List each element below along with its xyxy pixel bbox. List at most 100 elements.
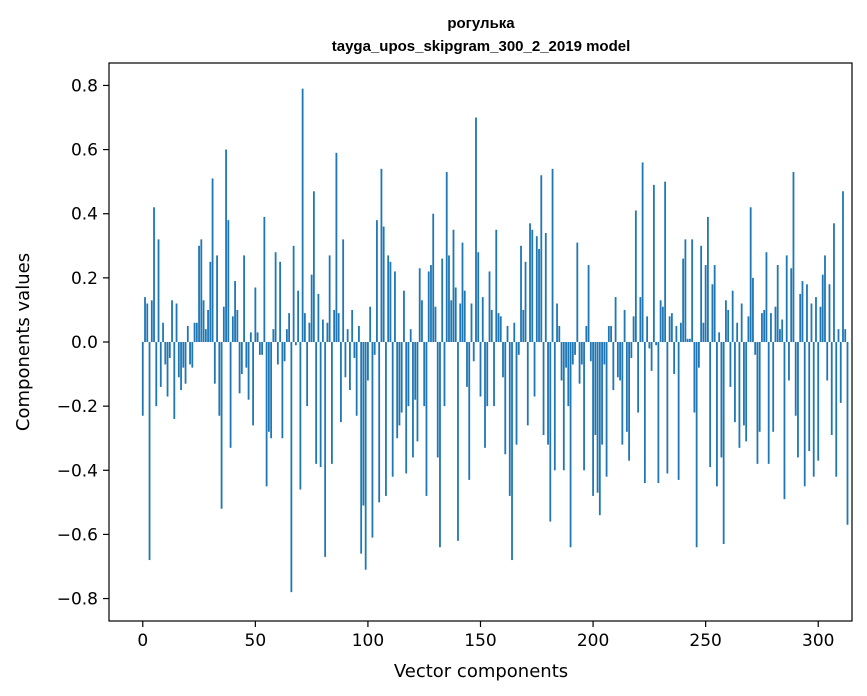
bar-70 — [299, 342, 302, 490]
bar-236 — [673, 342, 676, 375]
bar-106 — [380, 168, 383, 342]
bar-229 — [657, 342, 660, 484]
bar-82 — [326, 322, 329, 342]
bar-161 — [504, 342, 507, 455]
bar-267 — [743, 342, 745, 426]
bar-220 — [637, 342, 640, 413]
bar-74 — [308, 322, 311, 342]
bar-213 — [621, 342, 624, 445]
bar-4 — [150, 300, 153, 342]
bar-130 — [434, 306, 437, 342]
bar-140 — [457, 342, 459, 541]
bar-187 — [562, 342, 565, 471]
bar-105 — [378, 342, 381, 503]
bar-243 — [688, 338, 691, 342]
bar-260 — [727, 309, 730, 342]
bar-271 — [752, 277, 754, 342]
bar-22 — [191, 342, 194, 368]
bar-249 — [702, 322, 705, 342]
bar-143 — [463, 290, 466, 342]
bar-18 — [182, 342, 185, 368]
bar-234 — [668, 316, 671, 342]
bar-19 — [184, 342, 187, 384]
bar-285 — [783, 342, 786, 500]
bar-189 — [567, 342, 570, 407]
bar-305 — [828, 284, 831, 342]
bar-162 — [506, 325, 509, 342]
bar-191 — [571, 342, 574, 365]
bar-89 — [342, 239, 345, 342]
bar-131 — [436, 342, 439, 458]
bar-173 — [531, 229, 534, 342]
bar-298 — [812, 342, 815, 477]
bar-63 — [283, 342, 286, 362]
bar-286 — [785, 255, 788, 342]
bar-139 — [454, 287, 457, 342]
bar-297 — [810, 303, 813, 342]
bar-194 — [578, 342, 581, 384]
bar-183 — [553, 342, 556, 471]
bar-312 — [844, 329, 847, 342]
bar-122 — [416, 342, 419, 442]
bar-170 — [524, 261, 527, 342]
bar-223 — [643, 342, 646, 484]
bar-88 — [340, 342, 342, 423]
bar-28 — [204, 329, 207, 342]
bar-8 — [159, 342, 162, 387]
bar-68 — [294, 342, 297, 346]
bar-133 — [441, 258, 444, 342]
bar-96 — [358, 325, 360, 342]
bar-214 — [623, 309, 626, 342]
bar-87 — [337, 313, 340, 342]
bar-107 — [382, 226, 385, 342]
bar-247 — [698, 342, 700, 368]
bar-2 — [146, 303, 149, 342]
bar-14 — [173, 342, 176, 419]
bar-44 — [240, 342, 243, 375]
bar-10 — [164, 342, 167, 365]
bar-282 — [776, 265, 779, 342]
bar-32 — [213, 342, 216, 384]
x-tick-label: 50 — [245, 631, 267, 651]
y-tick-label: −0.8 — [57, 590, 98, 610]
bar-13 — [171, 300, 173, 342]
bar-59 — [274, 252, 277, 342]
bar-33 — [216, 255, 218, 342]
bar-51 — [256, 332, 259, 342]
y-tick-label: 0.2 — [71, 269, 98, 289]
bar-207 — [607, 325, 610, 342]
bar-147 — [472, 342, 475, 362]
bar-171 — [526, 342, 529, 426]
bar-292 — [799, 293, 802, 342]
bar-21 — [189, 342, 191, 365]
bar-303 — [824, 255, 826, 342]
bar-265 — [738, 342, 741, 448]
bar-307 — [833, 223, 835, 342]
bar-248 — [700, 245, 703, 342]
bar-210 — [614, 297, 617, 342]
bar-93 — [351, 309, 354, 342]
bar-95 — [355, 342, 358, 416]
bar-281 — [774, 306, 777, 342]
bar-313 — [846, 342, 849, 525]
bar-239 — [679, 322, 682, 342]
bar-196 — [583, 342, 585, 471]
y-tick-label: 0.0 — [71, 333, 98, 353]
bar-103 — [373, 342, 376, 355]
bar-84 — [331, 342, 333, 464]
bar-72 — [303, 313, 306, 342]
bar-37 — [225, 149, 227, 342]
bar-78 — [317, 293, 320, 342]
bar-91 — [346, 329, 349, 342]
bar-275 — [761, 313, 763, 342]
bar-237 — [675, 325, 678, 342]
bar-24 — [195, 322, 198, 342]
bar-163 — [508, 342, 511, 496]
bar-165 — [513, 322, 516, 342]
bar-259 — [725, 300, 727, 342]
bar-212 — [619, 342, 621, 381]
bar-45 — [243, 255, 245, 342]
bar-69 — [297, 290, 300, 342]
